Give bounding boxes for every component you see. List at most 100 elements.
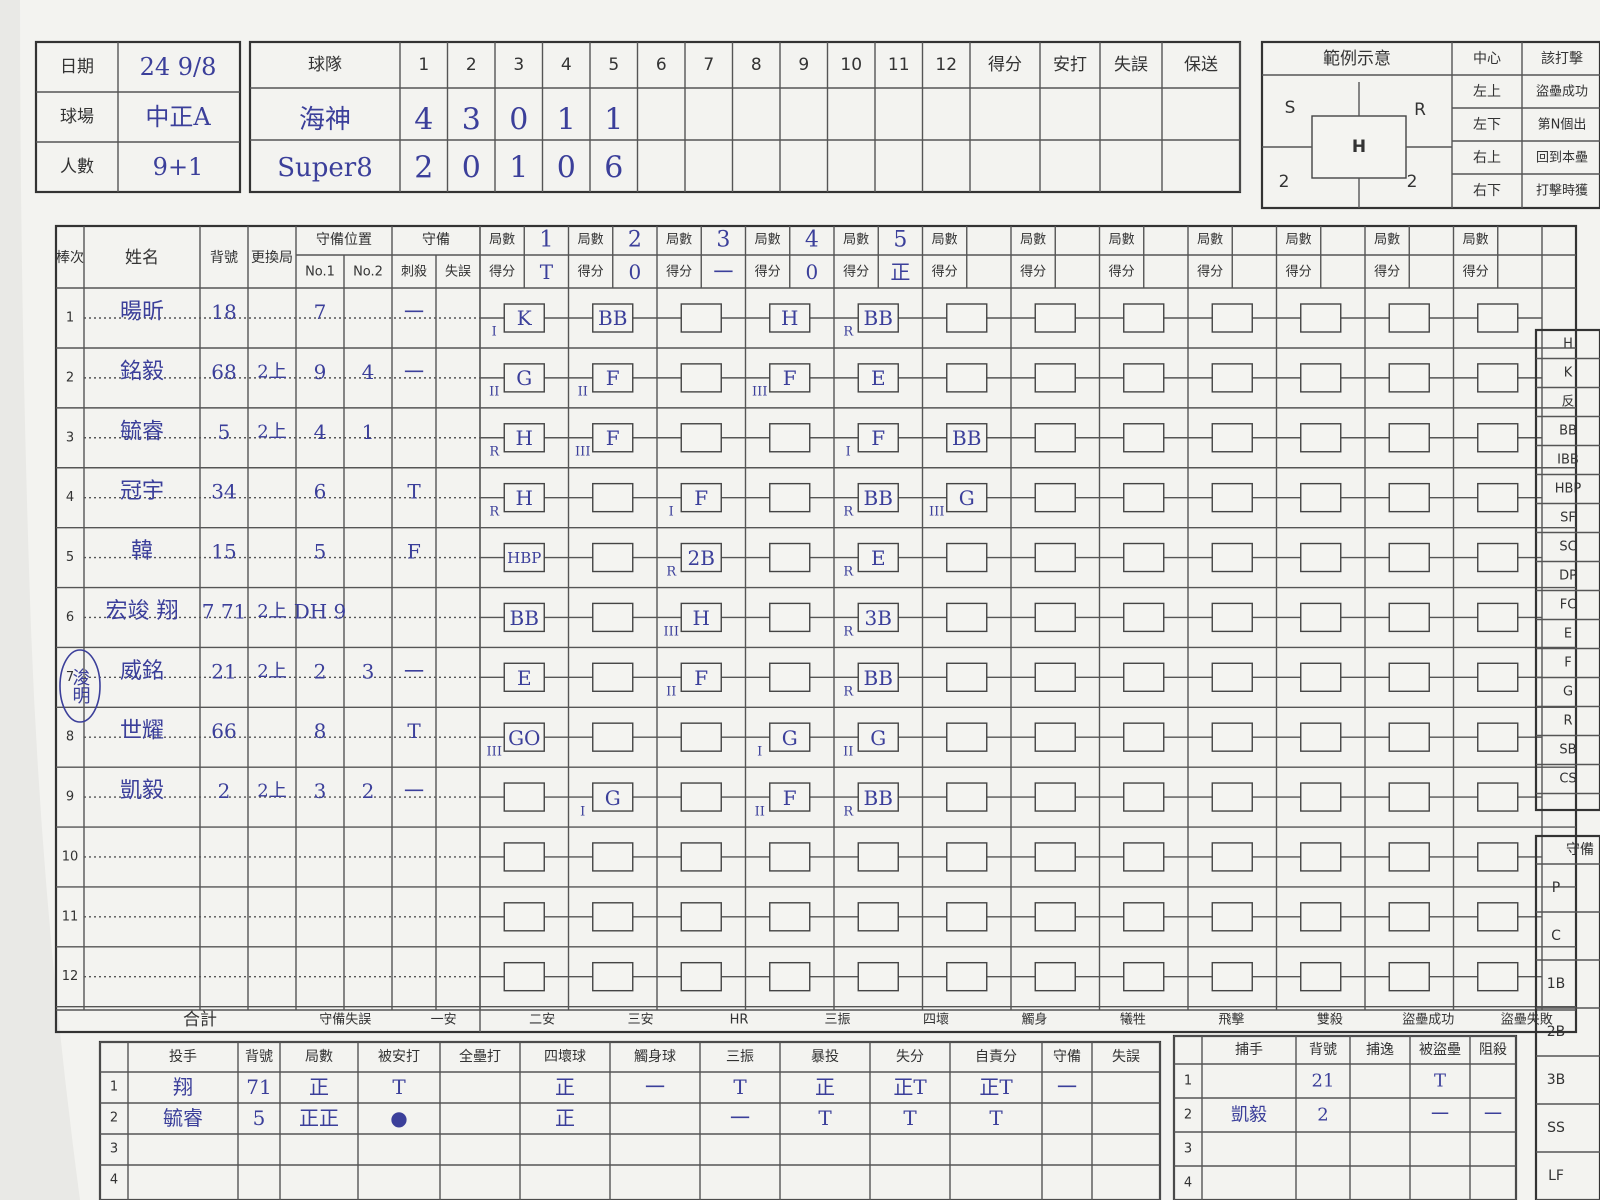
at-bat-box [1123, 662, 1165, 692]
field-label: 球場 [60, 107, 94, 127]
at-bat-box [857, 303, 899, 333]
inning-mark: 1 [539, 228, 553, 253]
at-bat-mark: R [666, 565, 677, 580]
at-bat-result: F [694, 486, 708, 510]
at-bat-box [1477, 303, 1519, 333]
at-bat-result: G [782, 726, 798, 750]
player-position-1: 3 [314, 779, 327, 803]
inning-runs-mark: 0 [806, 260, 819, 284]
defense-header: 守備 [422, 232, 450, 248]
at-bat-box [1123, 602, 1165, 633]
at-bat-mark: I [492, 325, 497, 340]
pitcher-col-header: 觸身球 [634, 1049, 676, 1065]
pitcher-cell: T [903, 1106, 917, 1130]
defense-position: C [1551, 928, 1561, 944]
catcher-col-header: 捕逸 [1366, 1042, 1394, 1058]
at-bat-box [592, 363, 634, 393]
inning-col-header: 局數 [843, 233, 869, 248]
at-bat-box [1034, 722, 1076, 752]
inning-runs-mark: T [540, 260, 554, 284]
catcher-col-header: 被盜壘 [1419, 1042, 1461, 1058]
at-bat-result: G [516, 366, 532, 390]
at-bat-box [592, 542, 634, 573]
at-bat-result: BB [952, 426, 981, 450]
inning-col-header: 局數 [1109, 233, 1135, 248]
at-bat-box [1211, 482, 1253, 513]
pitcher-cell: 正 [309, 1075, 329, 1099]
player-name: 毓睿 [120, 419, 164, 444]
at-bat-result: H [516, 486, 533, 510]
at-bat-box [1211, 303, 1253, 333]
abbrev-item: E [1564, 627, 1572, 642]
legend-row-value: 回到本壘 [1536, 151, 1588, 166]
at-bat-box [946, 722, 988, 752]
at-bat-box [946, 542, 988, 573]
at-bat-mark: III [752, 385, 767, 400]
runs-col-header: 得分 [1374, 264, 1400, 280]
at-bat-box [1477, 542, 1519, 573]
player-name: 暘昕 [120, 300, 164, 325]
at-bat-box [503, 363, 545, 393]
at-bat-mark: II [843, 745, 853, 760]
inning-col-header: 局數 [932, 233, 958, 248]
totals-col: 飛擊 [1218, 1012, 1244, 1028]
defense-position: LF [1548, 1168, 1564, 1184]
at-bat-box [1123, 363, 1165, 393]
at-bat-mark: R [843, 325, 854, 340]
at-bat-result: GO [508, 726, 540, 750]
total-header: 得分 [988, 55, 1022, 75]
player-position-1: 5 [314, 540, 327, 564]
player-sub-inning: 2上 [257, 601, 286, 622]
at-bat-box [769, 423, 811, 453]
player-position-1: 7 [314, 300, 327, 324]
inning-runs-mark: 一 [713, 260, 733, 284]
pitcher-cell: T [989, 1106, 1003, 1130]
catcher-cell: 一 [1431, 1105, 1449, 1126]
inning-score: 4 [414, 103, 433, 138]
player-name: 銘毅 [120, 359, 164, 384]
at-bat-box [1034, 782, 1076, 812]
batting-order: 9 [66, 790, 74, 805]
total-header: 保送 [1184, 55, 1218, 75]
at-bat-box [946, 303, 988, 333]
at-bat-box [592, 662, 634, 692]
player-sub-inning: 2上 [257, 421, 286, 442]
date-label: 日期 [60, 57, 94, 77]
at-bat-box [1034, 602, 1076, 633]
totals-col: 守備失誤 [319, 1012, 371, 1028]
side-note: 浚明 [59, 649, 101, 723]
player-name: 宏竣 翔 [106, 599, 179, 624]
catcher-col-header: 阻殺 [1479, 1042, 1507, 1058]
legend-row-value: 盜壘成功 [1536, 85, 1588, 100]
at-bat-box [1477, 782, 1519, 812]
player-position-1: 8 [314, 719, 327, 743]
pitcher-row-number: 3 [110, 1142, 118, 1157]
count-value: 9+1 [153, 153, 204, 181]
player-position-1: 2 [314, 659, 327, 683]
at-bat-box [1211, 842, 1253, 872]
player-number: 68 [211, 360, 236, 384]
catcher-row-number: 2 [1184, 1108, 1192, 1123]
at-bat-box [1477, 602, 1519, 633]
at-bat-box [1123, 423, 1165, 453]
at-bat-box [769, 542, 811, 573]
at-bat-box [1034, 423, 1076, 453]
at-bat-box [1300, 782, 1342, 812]
totals-col: 盜壘成功 [1402, 1013, 1454, 1028]
at-bat-box [1211, 423, 1253, 453]
at-bat-box [857, 482, 899, 513]
at-bat-box [1388, 303, 1430, 333]
at-bat-box [769, 842, 811, 872]
totals-col: 三振 [825, 1013, 851, 1028]
at-bat-mark: III [487, 745, 502, 760]
at-bat-mark: R [489, 445, 500, 460]
inning-score: 3 [462, 103, 481, 138]
inning-col-header: 局數 [578, 233, 604, 248]
side-note-text: 浚明 [70, 668, 91, 705]
inning-mark: 3 [716, 228, 730, 253]
at-bat-box [1300, 902, 1342, 932]
player-number: 66 [211, 719, 236, 743]
pitcher-row-number: 1 [110, 1080, 118, 1095]
at-bat-box [946, 482, 988, 513]
runs-col-header: 得分 [843, 264, 869, 280]
